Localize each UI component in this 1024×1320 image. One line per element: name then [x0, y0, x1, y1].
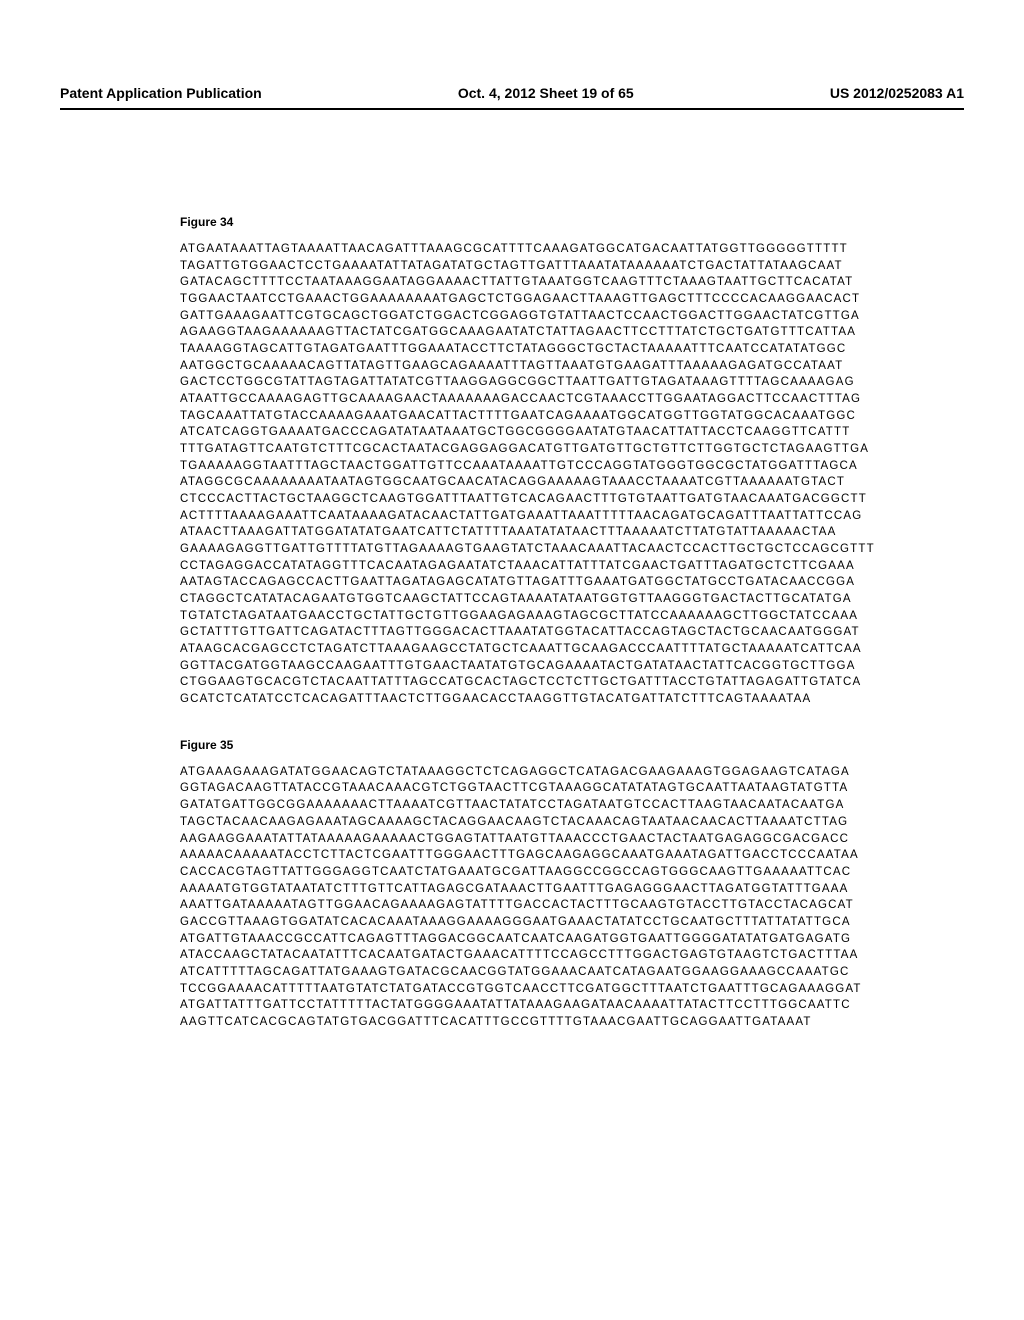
sequence-line: GACTCCTGGCGTATTAGTAGATTATATCGTTAAGGAGGCG… [180, 374, 924, 391]
header-divider [60, 108, 964, 110]
header-center: Oct. 4, 2012 Sheet 19 of 65 [458, 85, 634, 101]
sequence-line: GGTAGACAAGTTATACCGTAAACAAACGTCTGGTAACTTC… [180, 780, 924, 797]
sequence-line: ATGATTATTTGATTCCTATTTTTACTATGGGGAAATATTA… [180, 997, 924, 1014]
sequence-line: ATAACTTAAAGATTATGGATATATGAATCATTCTATTTTA… [180, 524, 924, 541]
sequence-line: GATATGATTGGCGGAAAAAAACTTAAAATCGTTAACTATA… [180, 797, 924, 814]
sequence-line: ATCATTTTTAGCAGATTATGAAAGTGATACGCAACGGTAT… [180, 964, 924, 981]
sequence-line: CCTAGAGGACCATATAGGTTTCACAATAGAGAATATCTAA… [180, 558, 924, 575]
sequence-line: TTTGATAGTTCAATGTCTTTCGCACTAATACGAGGAGGAC… [180, 441, 924, 458]
sequence-line: ATGATTGTAAACCGCCATTCAGAGTTTAGGACGGCAATCA… [180, 931, 924, 948]
sequence-line: ATAAGCACGAGCCTCTAGATCTTAAAGAAGCCTATGCTCA… [180, 641, 924, 658]
sequence-line: AGAAGGTAAGAAAAAAGTTACTATCGATGGCAAAGAATAT… [180, 324, 924, 341]
sequence-line: ACTTTTAAAAGAAATTCAATAAAAGATACAACTATTGATG… [180, 508, 924, 525]
sequence-line: TAGCTACAACAAGAGAAATAGCAAAAGCTACAGGAACAAG… [180, 814, 924, 831]
sequence-line: AAAAATGTGGTATAATATCTTTGTTCATTAGAGCGATAAA… [180, 881, 924, 898]
figure34-sequence: ATGAATAAATTAGTAAAATTAACAGATTTAAAGCGCATTT… [180, 241, 924, 708]
sequence-line: GATACAGCTTTTCCTAATAAAGGAATAGGAAAACTTATTG… [180, 274, 924, 291]
sequence-line: GATTGAAAGAATTCGTGCAGCTGGATCTGGACTCGGAGGT… [180, 308, 924, 325]
header-right: US 2012/0252083 A1 [830, 85, 964, 101]
sequence-line: TAAAAGGTAGCATTGTAGATGAATTTGGAAATACCTTCTA… [180, 341, 924, 358]
sequence-line: GAAAAGAGGTTGATTGTTTTATGTTAGAAAAGTGAAGTAT… [180, 541, 924, 558]
sequence-line: TAGATTGTGGAACTCCTGAAAATATTATAGATATGCTAGT… [180, 258, 924, 275]
sequence-line: ATAATTGCCAAAAGAGTTGCAAAAGAACTAAAAAAAGACC… [180, 391, 924, 408]
page-container: Patent Application Publication Oct. 4, 2… [0, 0, 1024, 1320]
figure35-label: Figure 35 [180, 738, 924, 752]
figure35-sequence: ATGAAAGAAAGATATGGAACAGTCTATAAAGGCTCTCAGA… [180, 764, 924, 1031]
sequence-line: AAAAACAAAAATACCTCTTACTCGAATTTGGGAACTTTGA… [180, 847, 924, 864]
sequence-line: TCCGGAAAACATTTTTAATGTATCTATGATACCGTGGTCA… [180, 981, 924, 998]
sequence-line: AAGAAGGAAATATTATAAAAAGAAAAACTGGAGTATTAAT… [180, 831, 924, 848]
sequence-line: ATGAAAGAAAGATATGGAACAGTCTATAAAGGCTCTCAGA… [180, 764, 924, 781]
sequence-line: TGAAAAAGGTAATTTAGCTAACTGGATTGTTCCAAATAAA… [180, 458, 924, 475]
header: Patent Application Publication Oct. 4, 2… [0, 85, 1024, 101]
sequence-line: AAGTTCATCACGCAGTATGTGACGGATTTCACATTTGCCG… [180, 1014, 924, 1031]
sequence-line: TGGAACTAATCCTGAAACTGGAAAAAAAATGAGCTCTGGA… [180, 291, 924, 308]
sequence-line: CACCACGTAGTTATTGGGAGGTCAATCTATGAAATGCGAT… [180, 864, 924, 881]
sequence-line: ATGAATAAATTAGTAAAATTAACAGATTTAAAGCGCATTT… [180, 241, 924, 258]
sequence-line: GGTTACGATGGTAAGCCAAGAATTTGTGAACTAATATGTG… [180, 658, 924, 675]
sequence-line: ATAGGCGCAAAAAAAATAATAGTGGCAATGCAACATACAG… [180, 474, 924, 491]
sequence-line: TGTATCTAGATAATGAACCTGCTATTGCTGTTGGAAGAGA… [180, 608, 924, 625]
sequence-line: AAATTGATAAAAATAGTTGGAACAGAAAAGAGTATTTTGA… [180, 897, 924, 914]
sequence-line: GCATCTCATATCCTCACAGATTTAACTCTTGGAACACCTA… [180, 691, 924, 708]
sequence-line: ATACCAAGCTATACAATATTTCACAATGATACTGAAACAT… [180, 947, 924, 964]
sequence-line: GACCGTTAAAGTGGATATCACACAAATAAAGGAAAAGGGA… [180, 914, 924, 931]
sequence-line: CTCCCACTTACTGCTAAGGCTCAAGTGGATTTAATTGTCA… [180, 491, 924, 508]
sequence-line: AATGGCTGCAAAAACAGTTATAGTTGAAGCAGAAAATTTA… [180, 358, 924, 375]
sequence-line: AATAGTACCAGAGCCACTTGAATTAGATAGAGCATATGTT… [180, 574, 924, 591]
sequence-line: GCTATTTGTTGATTCAGATACTTTAGTTGGGACACTTAAA… [180, 624, 924, 641]
figure34-label: Figure 34 [180, 215, 924, 229]
sequence-line: TAGCAAATTATGTACCAAAAGAAATGAACATTACTTTTGA… [180, 408, 924, 425]
header-left: Patent Application Publication [60, 85, 262, 101]
sequence-line: CTGGAAGTGCACGTCTACAATTATTTAGCCATGCACTAGC… [180, 674, 924, 691]
sequence-line: CTAGGCTCATATACAGAATGTGGTCAAGCTATTCCAGTAA… [180, 591, 924, 608]
sequence-line: ATCATCAGGTGAAAATGACCCAGATATAATAAATGCTGGC… [180, 424, 924, 441]
content: Figure 34 ATGAATAAATTAGTAAAATTAACAGATTTA… [180, 215, 924, 1061]
